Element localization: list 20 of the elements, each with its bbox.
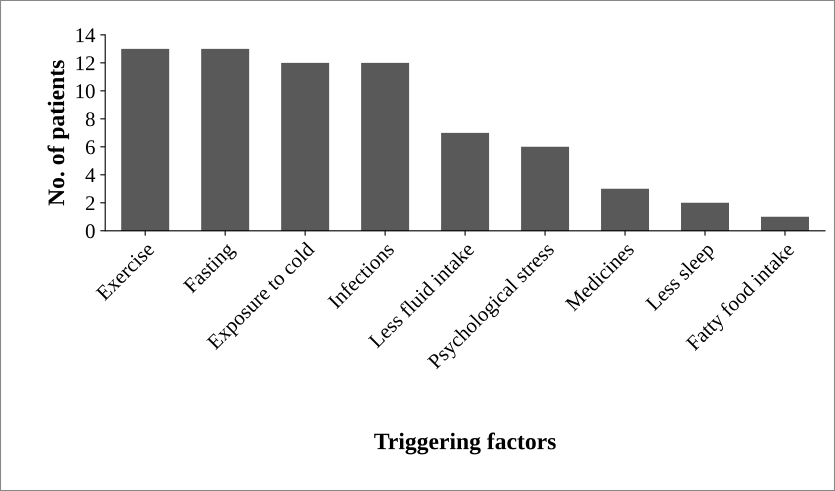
- y-axis-title: No. of patients: [47, 60, 70, 206]
- bar: [601, 188, 650, 231]
- bar: [521, 146, 570, 231]
- bar: [761, 216, 809, 231]
- bar: [201, 48, 250, 231]
- y-tick-label: 6: [86, 140, 95, 154]
- bar: [121, 48, 170, 231]
- bar: [681, 202, 730, 231]
- x-axis-title: Triggering factors: [374, 432, 556, 454]
- y-tick-label: 4: [85, 168, 96, 182]
- bar: [441, 132, 490, 231]
- y-tick-label: 0: [86, 224, 95, 238]
- bar: [281, 62, 330, 231]
- y-tick-label: 14: [76, 28, 96, 42]
- y-tick-label: 12: [76, 56, 94, 70]
- bar: [361, 62, 410, 231]
- y-tick-label: 10: [76, 84, 95, 98]
- y-tick-label: 2: [86, 196, 94, 210]
- x-tick-label: Less sleep: [644, 241, 718, 314]
- y-tick-label: 8: [86, 112, 95, 126]
